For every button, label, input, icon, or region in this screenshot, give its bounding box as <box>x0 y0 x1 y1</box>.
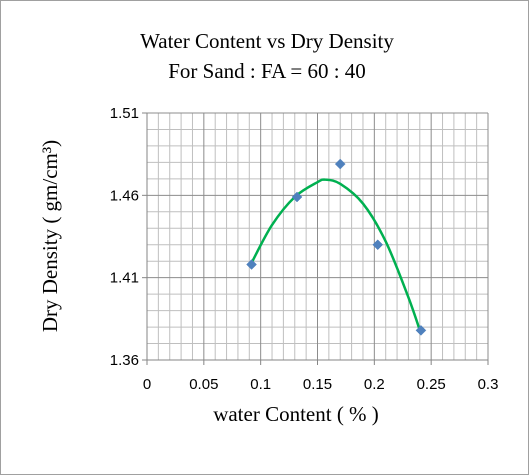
major-gridlines <box>147 113 488 360</box>
x-tick-label: 0.15 <box>303 376 332 393</box>
chart-title-line2: For Sand : FA = 60 : 40 <box>168 59 366 83</box>
data-point <box>415 325 427 336</box>
trendline <box>250 178 423 335</box>
x-tick-label: 0.2 <box>364 376 385 393</box>
y-tick-label: 1.46 <box>110 187 139 204</box>
y-tick-label: 1.41 <box>110 270 139 287</box>
data-point <box>291 191 303 203</box>
y-tick-label: 1.36 <box>110 352 139 369</box>
data-point <box>334 158 346 170</box>
y-tick-label: 1.51 <box>110 105 139 122</box>
x-tick-label: 0.1 <box>250 376 271 393</box>
y-tick-labels: 1.36 1.41 1.46 1.51 <box>110 105 147 369</box>
chart-title-line1: Water Content vs Dry Density <box>140 29 394 53</box>
x-tick-label: 0.25 <box>417 376 446 393</box>
y-axis-title: Dry Density ( gm/cm³) <box>38 140 62 332</box>
trendline-group <box>250 178 423 335</box>
x-tick-label: 0 <box>143 376 151 393</box>
data-point <box>372 239 384 251</box>
data-points <box>246 158 427 336</box>
x-axis-title: water Content ( % ) <box>213 402 379 426</box>
data-point <box>246 259 257 270</box>
x-tick-label: 0.3 <box>478 376 499 393</box>
x-tick-label: 0.05 <box>189 376 218 393</box>
x-tick-labels: 0 0.05 0.1 0.15 0.2 0.25 0.3 <box>143 360 499 393</box>
